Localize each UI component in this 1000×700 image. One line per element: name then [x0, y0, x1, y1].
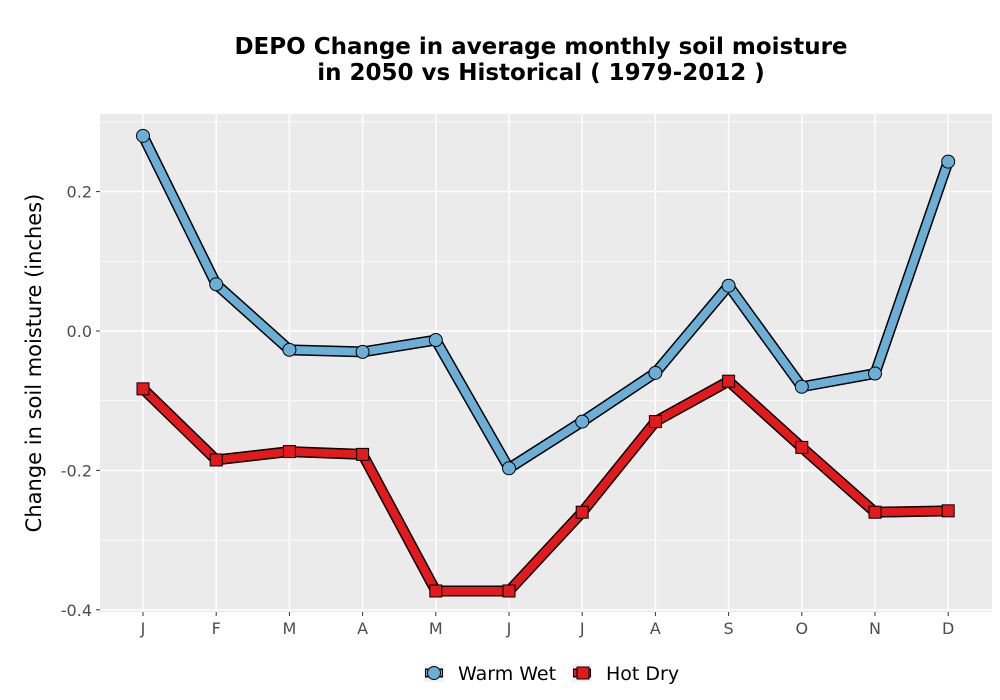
legend-label-warm-wet: Warm Wet	[458, 663, 556, 685]
data-point-hot-dry	[429, 584, 443, 598]
data-point-warm-wet	[502, 461, 516, 476]
legend-label-hot-dry: Hot Dry	[606, 663, 679, 685]
x-tick-label: M	[282, 619, 296, 638]
data-point-warm-wet	[282, 342, 297, 357]
data-point-hot-dry	[502, 584, 516, 598]
x-tick-label: A	[650, 619, 661, 638]
data-point-hot-dry	[575, 505, 589, 519]
x-tick-label: M	[429, 619, 443, 638]
data-point-warm-wet	[941, 154, 956, 169]
data-point-warm-wet	[209, 277, 224, 292]
data-point-hot-dry	[209, 453, 223, 467]
data-point-warm-wet	[355, 344, 370, 359]
x-tick-label: F	[212, 619, 221, 638]
data-point-hot-dry	[868, 505, 882, 519]
legend-item-hot-dry: Hot Dry	[572, 663, 679, 685]
chart-title-line1: DEPO Change in average monthly soil mois…	[234, 34, 847, 60]
series-line-warm-wet	[139, 134, 952, 473]
data-point-hot-dry	[795, 440, 809, 454]
data-point-warm-wet	[721, 278, 736, 293]
data-point-hot-dry	[722, 374, 736, 388]
chart-title-line2: in 2050 vs Historical ( 1979-2012 )	[317, 60, 764, 86]
data-point-hot-dry	[282, 445, 296, 459]
x-tick-label: A	[357, 619, 368, 638]
x-tick-label: N	[869, 619, 881, 638]
plot-panel	[100, 114, 992, 612]
grid-major	[100, 114, 992, 612]
data-point-warm-wet	[794, 379, 809, 394]
y-tick-label: 0.2	[67, 183, 92, 202]
data-point-hot-dry	[941, 504, 955, 518]
series-line-hot-dry	[140, 377, 949, 595]
data-point-warm-wet	[648, 365, 663, 380]
x-tick-label: S	[724, 619, 734, 638]
legend-marker-hot-dry	[576, 666, 590, 680]
x-tick-label: D	[942, 619, 954, 638]
x-tick-label: J	[140, 619, 146, 638]
data-point-hot-dry	[136, 382, 150, 396]
y-tick-label: -0.4	[61, 601, 92, 620]
x-tick-label: O	[796, 619, 809, 638]
y-axis-label: Change in soil moisture (inches)	[22, 194, 46, 533]
y-axis-ticks: -0.4 -0.2 0.0 0.2	[61, 183, 100, 620]
data-point-warm-wet	[136, 128, 150, 143]
data-point-warm-wet	[428, 333, 443, 348]
x-tick-label: J	[579, 619, 585, 638]
data-point-warm-wet	[868, 366, 882, 381]
x-tick-label: J	[506, 619, 512, 638]
y-tick-label: 0.0	[67, 322, 92, 341]
series-layer	[136, 128, 956, 598]
data-point-hot-dry	[648, 415, 662, 429]
data-point-warm-wet	[575, 414, 590, 429]
y-tick-label: -0.2	[61, 461, 92, 480]
legend: Warm Wet Hot Dry	[424, 663, 679, 685]
data-point-hot-dry	[356, 447, 370, 461]
legend-marker-warm-wet	[427, 666, 441, 680]
legend-item-warm-wet: Warm Wet	[424, 663, 556, 685]
grid-minor	[100, 121, 992, 541]
